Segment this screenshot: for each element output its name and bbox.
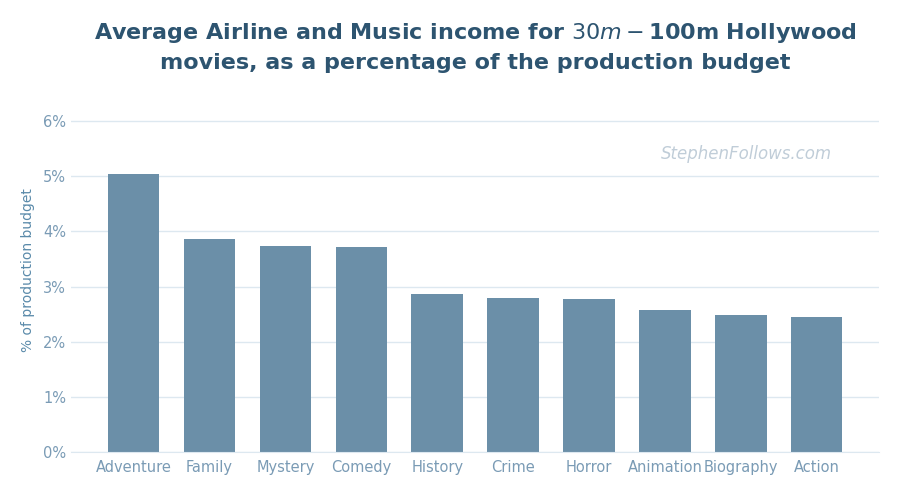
Bar bbox=[791, 317, 842, 452]
Text: StephenFollows.com: StephenFollows.com bbox=[661, 145, 833, 163]
Bar bbox=[411, 294, 463, 452]
Title: Average Airline and Music income for $30m-$100m Hollywood
movies, as a percentag: Average Airline and Music income for $30… bbox=[94, 21, 857, 73]
Bar bbox=[715, 315, 767, 452]
Bar bbox=[184, 239, 236, 452]
Bar bbox=[639, 310, 690, 452]
Bar bbox=[487, 298, 539, 452]
Bar bbox=[563, 299, 615, 452]
Bar bbox=[108, 174, 159, 452]
Bar bbox=[259, 247, 311, 452]
Bar bbox=[336, 247, 387, 452]
Y-axis label: % of production budget: % of production budget bbox=[21, 188, 35, 352]
